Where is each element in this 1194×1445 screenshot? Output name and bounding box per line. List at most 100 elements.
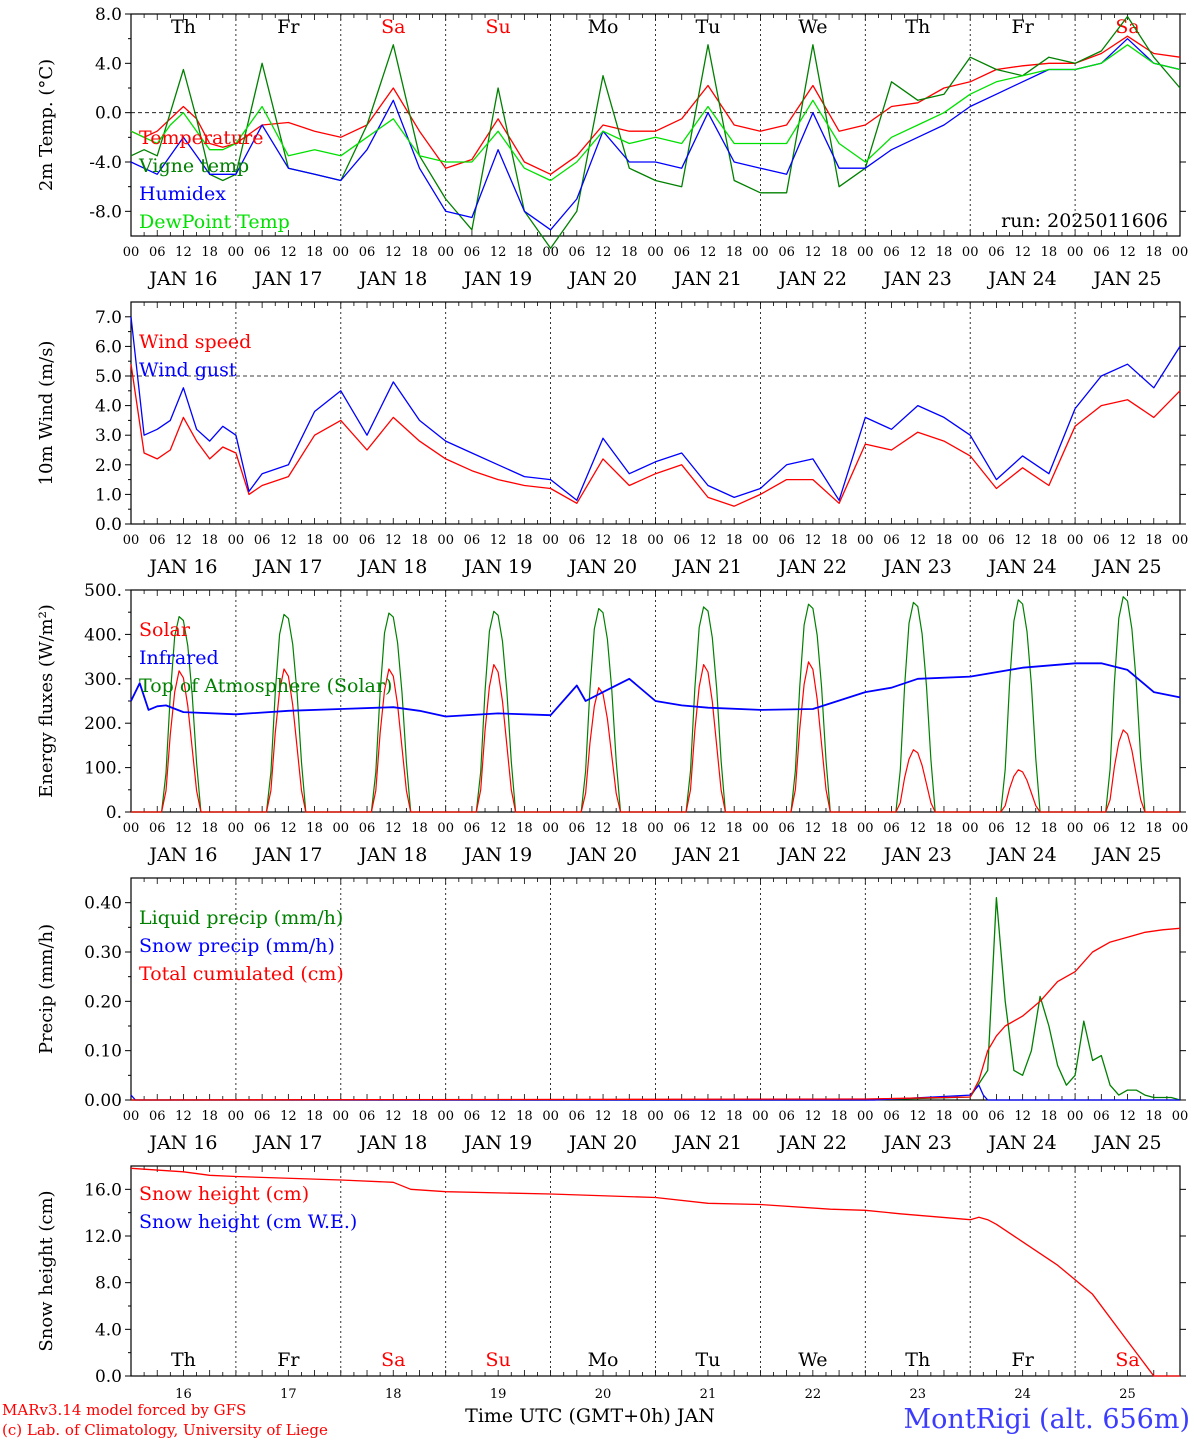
hour-tick-label: 12 (1014, 1109, 1031, 1124)
y-tick-label: 2.0 (95, 456, 122, 476)
hour-tick-label: 06 (359, 821, 376, 836)
day-label: JAN 21 (672, 1132, 742, 1154)
hour-tick-label: 00 (228, 821, 245, 836)
hour-tick-label: 18 (306, 245, 323, 260)
y-tick-label: 0.0 (95, 1367, 122, 1387)
hour-tick-label: 06 (464, 821, 481, 836)
hour-tick-label: 12 (1014, 245, 1031, 260)
hour-tick-label: 12 (490, 245, 507, 260)
vigne-temp-line (130, 15, 1181, 249)
hour-tick-label: 12 (595, 245, 612, 260)
hour-tick-label: 06 (883, 821, 900, 836)
hour-tick-label: 06 (778, 245, 795, 260)
hour-tick-label: 12 (595, 1109, 612, 1124)
day-label: JAN 23 (882, 556, 952, 578)
day-label: JAN 16 (147, 556, 217, 578)
hour-tick-label: 00 (962, 533, 979, 548)
y-tick-label: 8.0 (95, 5, 122, 25)
hour-tick-label: 00 (752, 821, 769, 836)
day-label: JAN 22 (777, 268, 847, 290)
hour-tick-label: 12 (385, 245, 402, 260)
hour-tick-label: 00 (647, 1109, 664, 1124)
legend-entry: Humidex (139, 183, 226, 205)
weekday-label: Sa (1115, 16, 1139, 38)
toa-solar-line (131, 596, 1180, 813)
hour-tick-label: 12 (385, 821, 402, 836)
hour-tick-label: 00 (857, 533, 874, 548)
y-tick-label: 7.0 (95, 308, 122, 328)
hour-tick-label: 18 (726, 533, 743, 548)
hour-tick-label: 00 (542, 1109, 559, 1124)
hour-tick-label: 06 (673, 245, 690, 260)
day-label: JAN 17 (252, 1132, 322, 1154)
day-label: JAN 18 (357, 844, 427, 866)
day-label: JAN 21 (672, 556, 742, 578)
day-label: JAN 25 (1091, 268, 1161, 290)
day-label: JAN 21 (672, 268, 742, 290)
day-label: JAN 25 (1091, 556, 1161, 578)
hour-tick-label: 06 (1093, 821, 1110, 836)
y-axis-label: Energy fluxes (W/m²) (36, 604, 57, 798)
credit-line: MARv3.14 model forced by GFS (2, 1401, 246, 1419)
hour-tick-label: 12 (490, 1109, 507, 1124)
credit-line: (c) Lab. of Climatology, University of L… (2, 1421, 328, 1439)
legend-entry: Snow height (cm) (139, 1183, 309, 1205)
y-tick-label: -4.0 (89, 153, 122, 173)
hour-tick-label: 12 (1119, 821, 1136, 836)
hour-tick-label: 12 (1014, 821, 1031, 836)
y-axis-label: Snow height (cm) (36, 1190, 57, 1351)
hour-tick-label: 06 (569, 533, 586, 548)
hour-tick-label: 00 (333, 245, 350, 260)
legend-entry: Top of Atmosphere (Solar) (139, 675, 392, 697)
hour-tick-label: 12 (1119, 245, 1136, 260)
hour-tick-label: 06 (149, 533, 166, 548)
hour-tick-label: 06 (673, 821, 690, 836)
hour-tick-label: 18 (306, 533, 323, 548)
hour-tick-label: 18 (1146, 533, 1163, 548)
hour-tick-label: 06 (988, 533, 1005, 548)
hour-tick-label: 00 (542, 821, 559, 836)
y-tick-label: 0.10 (84, 1042, 122, 1062)
hour-tick-label: 18 (516, 245, 533, 260)
day-label: JAN 24 (987, 1132, 1057, 1154)
weekday-label: Th (171, 1349, 196, 1371)
hour-tick-label: 00 (123, 1109, 140, 1124)
hour-tick-label: 18 (1041, 1109, 1058, 1124)
hour-tick-label: 00 (542, 533, 559, 548)
y-tick-label: 0.30 (84, 943, 122, 963)
hour-tick-label: 00 (123, 245, 140, 260)
weekday-label: We (798, 1349, 827, 1371)
hour-tick-label: 06 (359, 245, 376, 260)
bottom-day-number: 22 (805, 1387, 822, 1402)
day-label: JAN 19 (462, 844, 532, 866)
hour-tick-label: 18 (516, 821, 533, 836)
day-label: JAN 19 (462, 268, 532, 290)
weekday-label: Tu (695, 1349, 720, 1371)
hour-tick-label: 18 (1041, 821, 1058, 836)
hour-tick-label: 00 (647, 821, 664, 836)
weekday-label: Fr (1012, 1349, 1035, 1371)
hour-tick-label: 12 (175, 533, 192, 548)
hour-tick-label: 18 (936, 1109, 953, 1124)
hour-tick-label: 00 (437, 245, 454, 260)
hour-tick-label: 18 (201, 821, 218, 836)
hour-tick-label: 00 (647, 533, 664, 548)
hour-tick-label: 12 (805, 533, 822, 548)
hour-tick-label: 06 (988, 245, 1005, 260)
hour-tick-label: 12 (175, 821, 192, 836)
day-label: JAN 20 (567, 1132, 637, 1154)
hour-tick-label: 06 (778, 1109, 795, 1124)
y-tick-label: 1.0 (95, 485, 122, 505)
day-label: JAN 23 (882, 844, 952, 866)
hour-tick-label: 12 (805, 1109, 822, 1124)
hour-tick-label: 18 (831, 245, 848, 260)
y-tick-label: 0.40 (84, 894, 122, 914)
hour-tick-label: 06 (254, 1109, 271, 1124)
hour-tick-label: 00 (857, 245, 874, 260)
y-tick-label: 300. (84, 670, 122, 690)
weekday-label: Th (905, 1349, 930, 1371)
hour-tick-label: 18 (1146, 821, 1163, 836)
legend-entry: Wind gust (139, 359, 237, 381)
hour-tick-label: 18 (726, 245, 743, 260)
hour-tick-label: 18 (201, 1109, 218, 1124)
